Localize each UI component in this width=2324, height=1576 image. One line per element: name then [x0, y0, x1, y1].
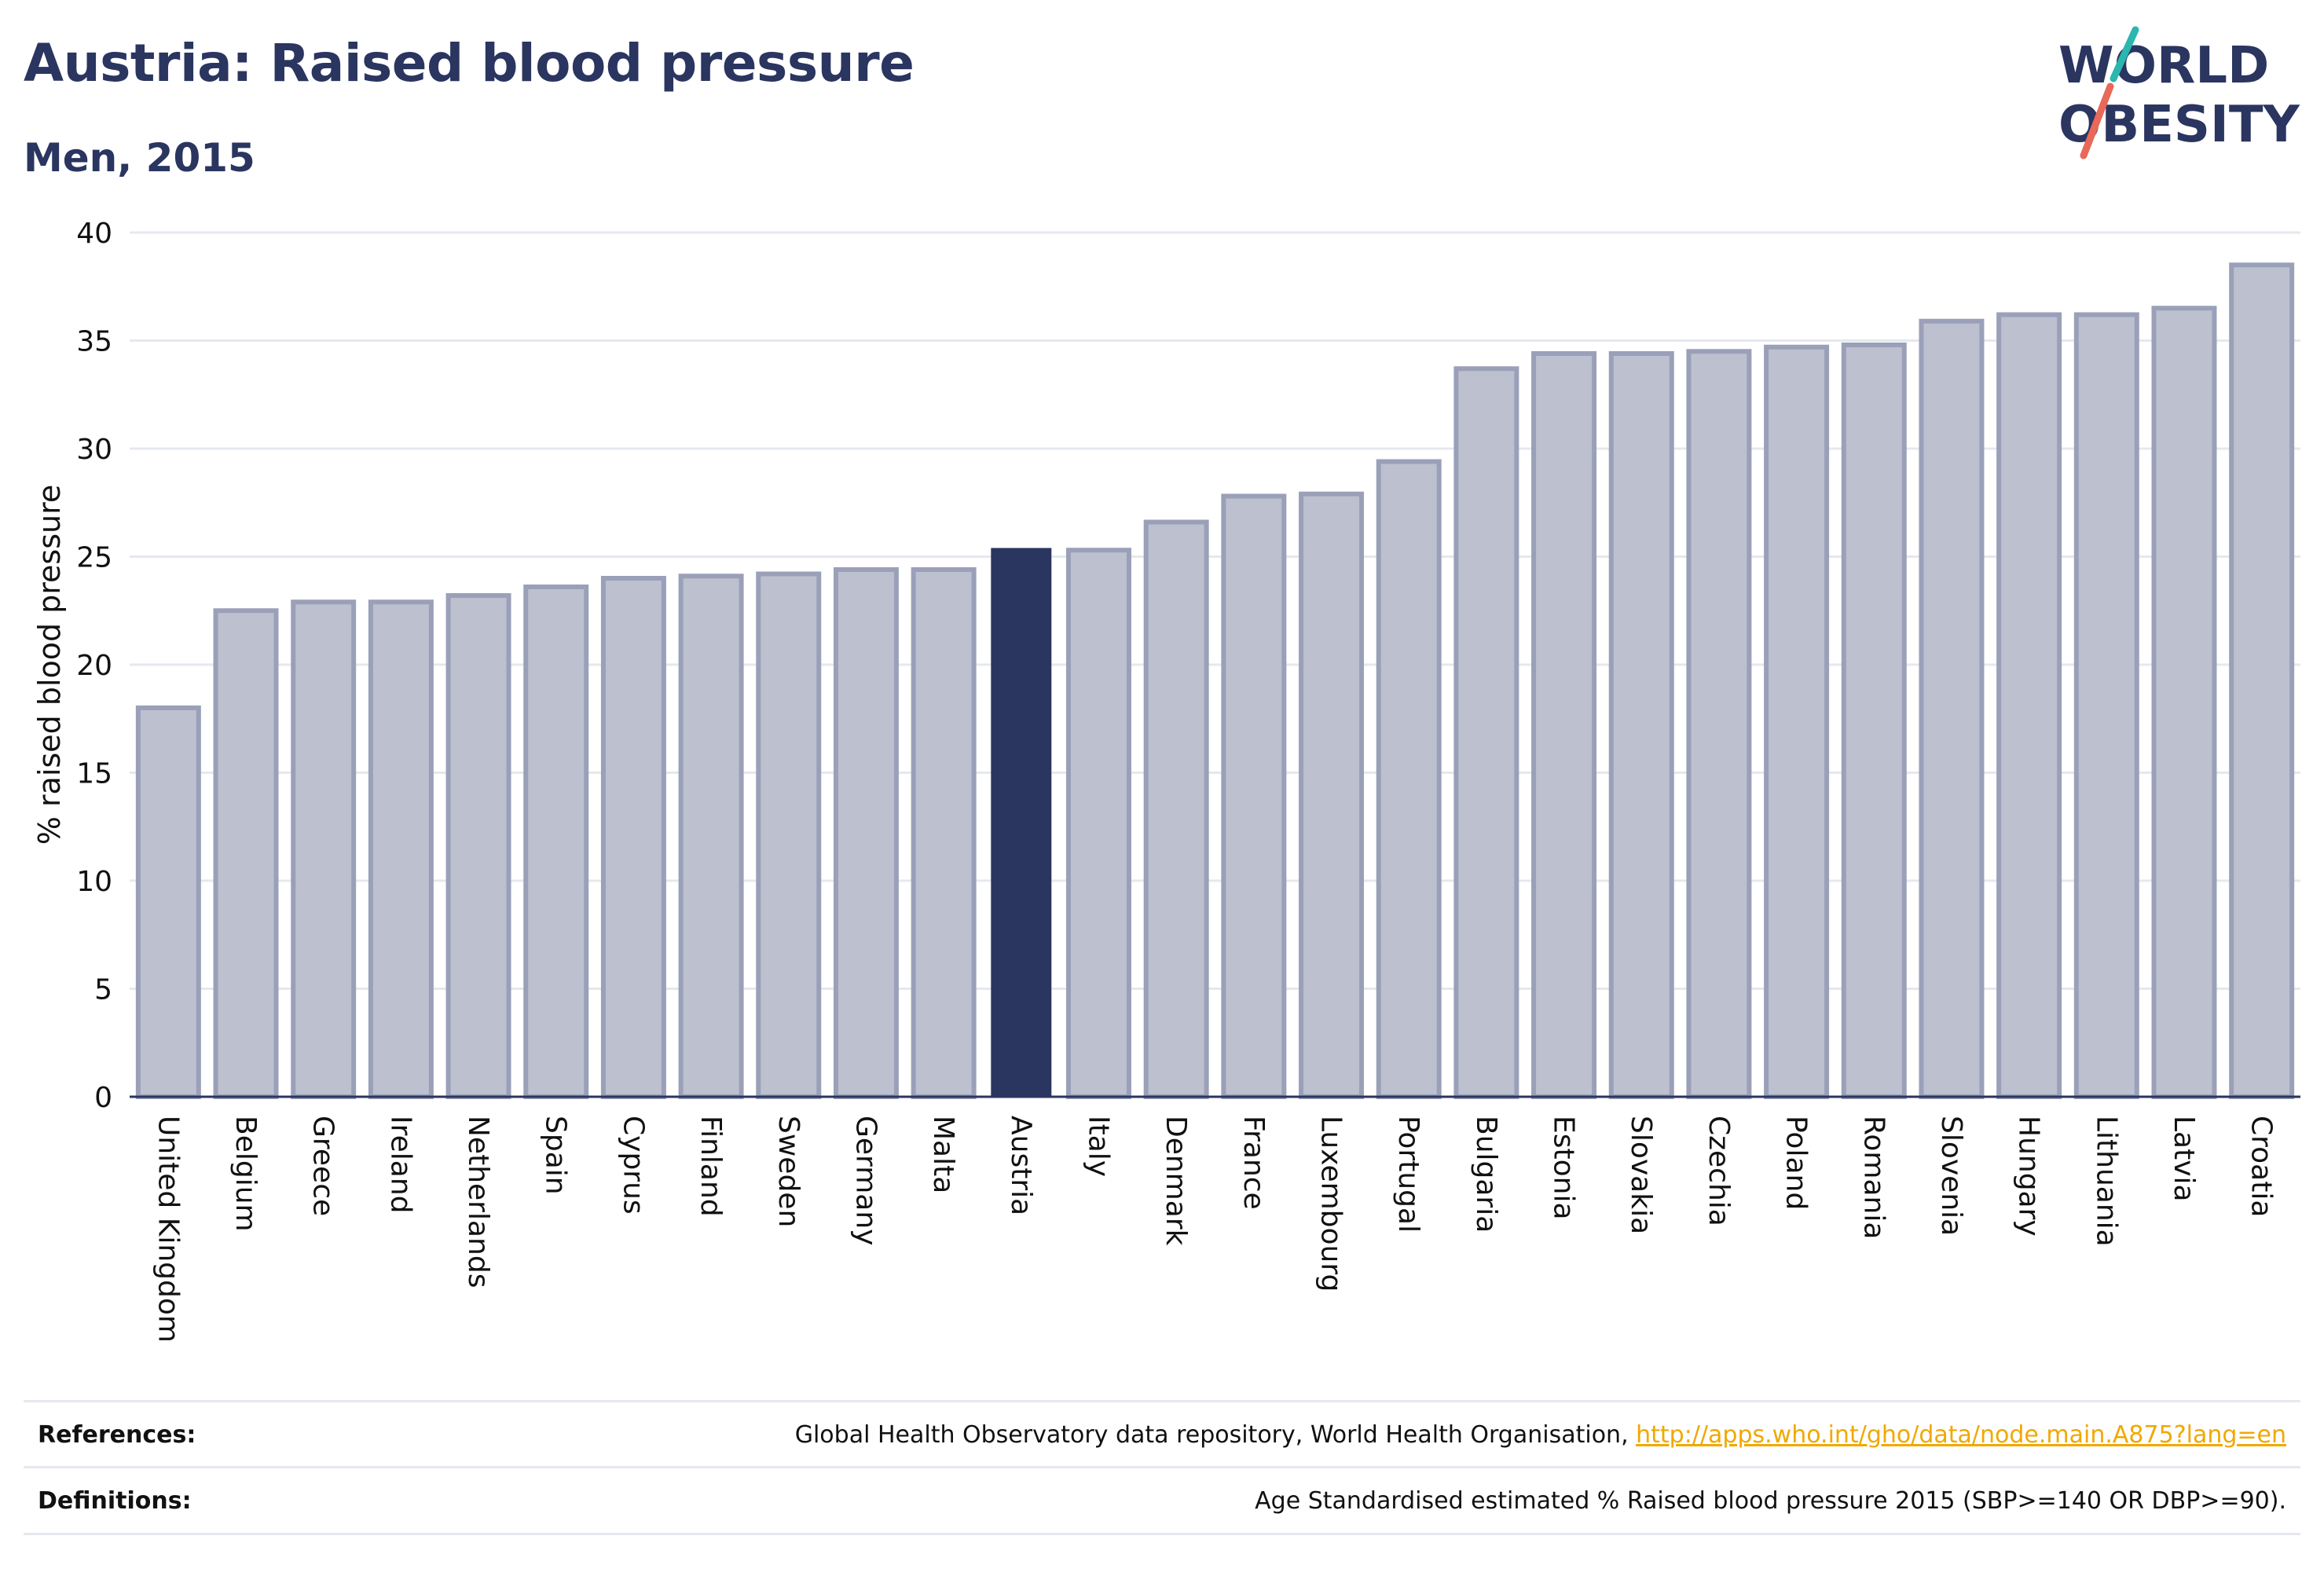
chart-subtitle: Men, 2015	[24, 135, 255, 181]
x-tick-label: Estonia	[1548, 1116, 1580, 1220]
x-tick-label: Croatia	[2245, 1116, 2278, 1217]
x-tick-label: Slovenia	[1935, 1116, 1967, 1236]
bar[interactable]	[1608, 351, 1674, 1099]
x-tick-labels: United Kingdom Belgium Greece Ireland Nether…	[152, 1116, 2277, 1343]
y-axis-label: % raised blood pressure	[32, 485, 67, 845]
y-tick-label: 10	[76, 866, 112, 898]
x-tick-label: Romania	[1857, 1116, 1890, 1239]
references-label: References:	[38, 1421, 196, 1449]
x-tick-label: Denmark	[1160, 1116, 1192, 1246]
x-tick-label: Austria	[1005, 1116, 1037, 1215]
x-tick-label: Sweden	[772, 1116, 805, 1227]
y-tick-labels: 0 5 10 15 20 25 30 35 40	[76, 218, 112, 1114]
bar[interactable]	[2229, 262, 2295, 1099]
bar[interactable]	[911, 567, 977, 1099]
bar[interactable]	[1221, 493, 1287, 1099]
x-tick-label: Poland	[1780, 1116, 1813, 1210]
y-tick-label: 35	[76, 326, 112, 358]
bar[interactable]	[1453, 366, 1519, 1099]
bar[interactable]	[600, 576, 666, 1099]
bar[interactable]	[756, 571, 822, 1099]
bar[interactable]	[1065, 548, 1131, 1099]
x-tick-label: Spain	[540, 1116, 572, 1195]
bar[interactable]	[1299, 491, 1365, 1099]
bar-highlighted[interactable]	[991, 548, 1052, 1098]
bar[interactable]	[2151, 306, 2217, 1099]
logo-slash-teal	[2110, 26, 2139, 82]
x-tick-label: Malta	[927, 1116, 959, 1193]
x-tick-label: Netherlands	[462, 1116, 494, 1288]
x-tick-label: Luxembourg	[1315, 1116, 1347, 1292]
x-tick-label: Slovakia	[1625, 1116, 1657, 1234]
bar[interactable]	[1841, 343, 1907, 1099]
bar[interactable]	[523, 585, 589, 1099]
x-tick-label: Bulgaria	[1470, 1116, 1502, 1233]
bar[interactable]	[135, 706, 201, 1099]
definitions-row: Definitions: Age Standardised estimated …	[24, 1466, 2300, 1535]
definitions-label: Definitions:	[38, 1487, 192, 1515]
x-tick-label: Greece	[307, 1116, 339, 1216]
bar[interactable]	[833, 567, 899, 1099]
y-tick-label: 5	[94, 974, 112, 1006]
bar[interactable]	[1996, 312, 2062, 1099]
bars	[135, 262, 2295, 1099]
bar[interactable]	[291, 599, 357, 1099]
bar[interactable]	[213, 608, 279, 1099]
chart-title: Austria: Raised blood pressure	[24, 33, 915, 93]
x-tick-label: Finland	[695, 1116, 727, 1217]
bar[interactable]	[678, 574, 744, 1099]
bar[interactable]	[1686, 349, 1752, 1099]
y-tick-label: 20	[76, 650, 112, 682]
bar[interactable]	[368, 599, 434, 1099]
x-tick-label: Czechia	[1703, 1116, 1735, 1226]
bar[interactable]	[1143, 519, 1209, 1099]
references-row: References: Global Health Observatory da…	[24, 1400, 2300, 1467]
x-tick-label: Italy	[1082, 1116, 1114, 1177]
y-tick-label: 0	[94, 1082, 112, 1114]
references-text-container: Global Health Observatory data repositor…	[795, 1421, 2286, 1449]
bar[interactable]	[445, 593, 511, 1099]
definitions-text: Age Standardised estimated % Raised bloo…	[1255, 1487, 2286, 1515]
x-tick-label: France	[1237, 1116, 1270, 1210]
logo-word-world: WORLD	[2058, 37, 2269, 95]
y-tick-label: 25	[76, 542, 112, 574]
bar[interactable]	[2073, 312, 2139, 1099]
y-tick-label: 15	[76, 758, 112, 790]
x-tick-label: Ireland	[384, 1116, 416, 1214]
bar[interactable]	[1376, 459, 1442, 1099]
bar-chart: 0 5 10 15 20 25 30 35 40 United Kingdom Belgium Gr…	[32, 218, 2300, 1343]
y-tick-label: 30	[76, 434, 112, 466]
logo-slash-coral	[2080, 82, 2114, 159]
x-tick-label: Portugal	[1392, 1116, 1424, 1233]
x-tick-label: Latvia	[2168, 1116, 2200, 1202]
bar[interactable]	[1764, 344, 1830, 1099]
x-tick-label: Lithuania	[2090, 1116, 2122, 1247]
references-link[interactable]: http://apps.who.int/gho/data/node.main.A…	[1636, 1421, 2286, 1449]
x-tick-label: Cyprus	[617, 1116, 649, 1215]
x-tick-label: Belgium	[229, 1116, 262, 1232]
bar[interactable]	[1531, 351, 1597, 1099]
world-obesity-logo: WORLD OBESITY	[2058, 26, 2300, 159]
references-text: Global Health Observatory data repositor…	[794, 1421, 1637, 1449]
y-tick-label: 40	[76, 218, 112, 250]
bar[interactable]	[1919, 318, 1985, 1099]
x-tick-label: Hungary	[2013, 1116, 2045, 1237]
x-tick-label: United Kingdom	[152, 1116, 184, 1343]
x-tick-label: Germany	[849, 1116, 882, 1245]
